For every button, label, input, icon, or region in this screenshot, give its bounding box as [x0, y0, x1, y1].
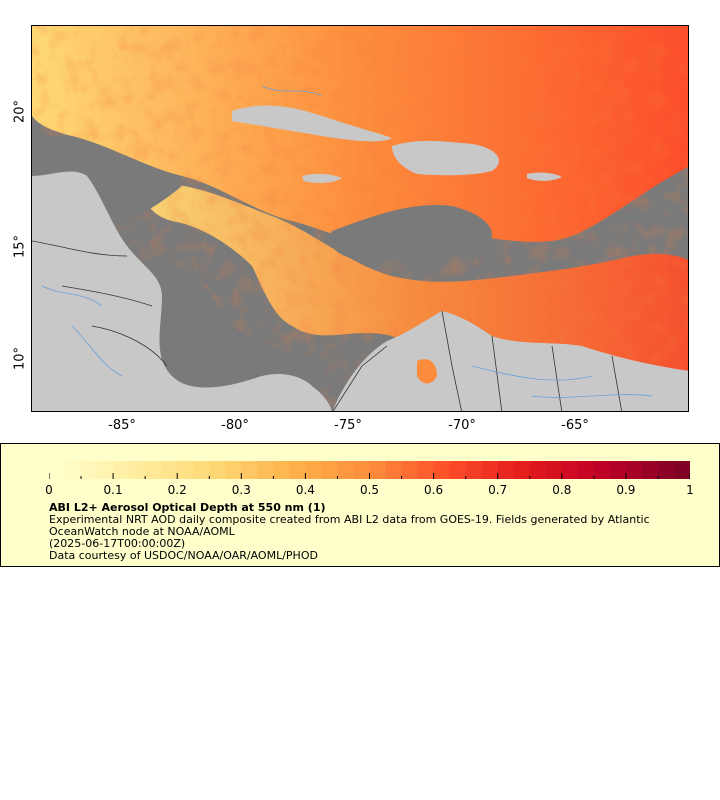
colorbar-tick-label: 0.8 — [552, 483, 572, 497]
colorbar-segment — [369, 461, 387, 479]
colorbar-tick-label: 0.4 — [295, 483, 315, 497]
colorbar-segment — [305, 461, 322, 479]
colorbar-segment — [465, 461, 483, 479]
colorbar-segment — [145, 461, 162, 479]
central-america-land — [32, 171, 332, 411]
legend-title: ABI L2+ Aerosol Optical Depth at 550 nm … — [49, 501, 326, 514]
colorbar-segment — [321, 461, 338, 479]
colorbar-segment — [529, 461, 547, 479]
colorbar-tick-label: 0 — [45, 483, 53, 497]
lon-label-75w: -75° — [334, 418, 362, 433]
jamaica-land — [302, 173, 342, 183]
nodata-gap-caribbean — [157, 256, 326, 411]
lat-label-15: 15° — [12, 234, 28, 259]
colorbar-tick-label: 0.7 — [488, 483, 508, 497]
colorbar-segment — [161, 461, 178, 479]
colorbar-tick-label: 0.1 — [103, 483, 123, 497]
colorbar-segment — [657, 461, 675, 479]
hispaniola-land — [392, 140, 500, 176]
colorbar-segment — [49, 461, 66, 479]
colorbar-segment — [97, 461, 114, 479]
lon-label-65w: -65° — [561, 418, 589, 433]
legend-credit: Data courtesy of USDOC/NOAA/OAR/AOML/PHO… — [49, 549, 318, 562]
colorbar-segment — [273, 461, 290, 479]
country-borders — [32, 240, 623, 411]
aod-map — [31, 25, 689, 412]
colorbar-segment — [289, 461, 306, 479]
colorbar-segment — [209, 461, 226, 479]
colorbar-segment — [113, 461, 130, 479]
lat-label-10: 10° — [12, 346, 28, 371]
colorbar-segment — [129, 461, 146, 479]
colorbar-segment — [225, 461, 242, 479]
colorbar-segment — [177, 461, 194, 479]
colorbar-tick-label: 0.2 — [167, 483, 187, 497]
colorbar-segment — [625, 461, 643, 479]
colorbar — [49, 461, 690, 479]
colorbar-segment — [577, 461, 595, 479]
colorbar-segment — [449, 461, 467, 479]
colorbar-segment — [241, 461, 258, 479]
colorbar-tick-label: 0.6 — [424, 483, 444, 497]
legend-panel: 0 0.1 0.2 0.3 0.4 0.5 0.6 0.7 0.8 0.9 1 ABI L2+ Ae… — [0, 443, 720, 567]
colorbar-segment — [545, 461, 563, 479]
colorbar-segment — [433, 461, 451, 479]
lon-label-85w: -85° — [108, 418, 136, 433]
rivers — [41, 85, 653, 398]
colorbar-segment — [81, 461, 98, 479]
colorbar-segment — [257, 461, 274, 479]
maracaibo-aod — [417, 359, 437, 384]
colorbar-segment — [641, 461, 659, 479]
colorbar-segment — [673, 461, 690, 479]
colorbar-segment — [481, 461, 499, 479]
colorbar-segment — [593, 461, 611, 479]
lon-label-80w: -80° — [221, 418, 249, 433]
colorbar-tick-label: 0.9 — [616, 483, 636, 497]
colorbar-tick-label: 0.5 — [359, 483, 380, 497]
colorbar-segment — [193, 461, 210, 479]
lat-label-20: 20° — [12, 99, 28, 124]
colorbar-segment — [65, 461, 82, 479]
colorbar-segment — [385, 461, 403, 479]
puerto-rico-land — [527, 172, 562, 181]
colorbar-tick-label: 0.3 — [231, 483, 251, 497]
colorbar-segment — [513, 461, 531, 479]
colorbar-segment — [609, 461, 627, 479]
legend-timestamp: (2025-06-17T00:00:00Z) — [49, 537, 186, 550]
south-america-land — [332, 311, 688, 411]
colorbar-segment — [401, 461, 419, 479]
colorbar-segment — [417, 461, 435, 479]
aod-map-canvas — [32, 26, 688, 411]
colorbar-segment — [337, 461, 354, 479]
legend-description: Experimental NRT AOD daily composite cre… — [49, 513, 650, 538]
colorbar-segment — [497, 461, 515, 479]
colorbar-segment — [353, 461, 370, 479]
cuba-land — [232, 105, 392, 142]
colorbar-tick-label: 1 — [686, 483, 694, 497]
lon-label-70w: -70° — [448, 418, 476, 433]
colorbar-segment — [561, 461, 579, 479]
nodata-gap-central — [329, 205, 492, 261]
